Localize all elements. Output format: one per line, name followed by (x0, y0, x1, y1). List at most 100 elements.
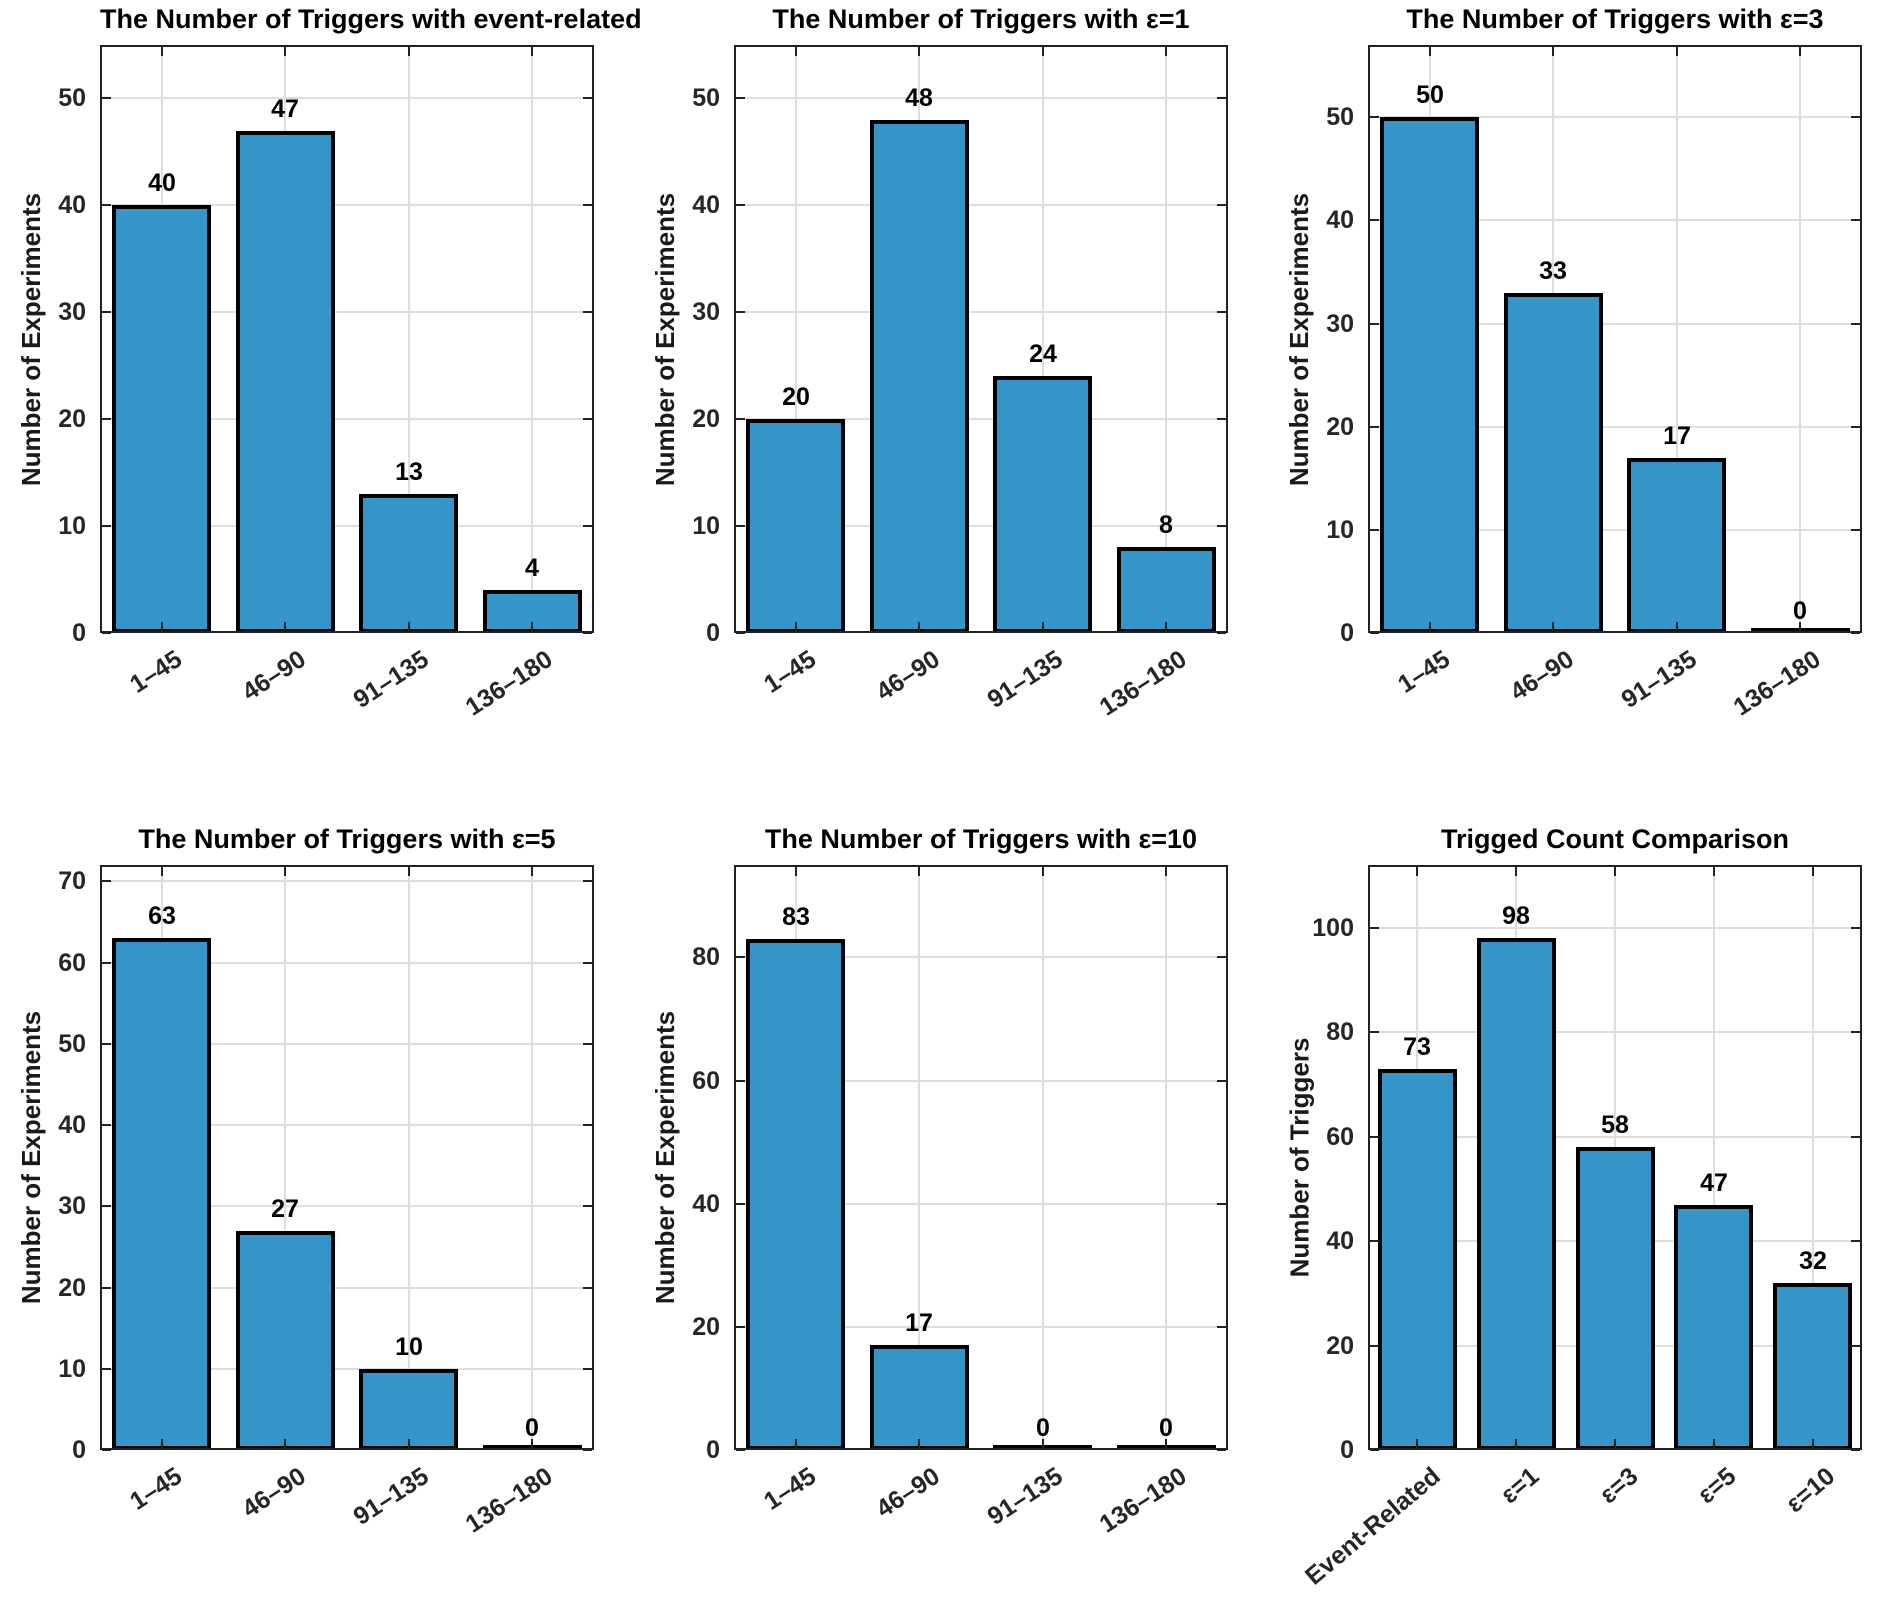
tick-mark-bottom (1552, 622, 1554, 631)
x-tick-label: 1–45 (759, 1462, 821, 1516)
x-tick-label: 91–135 (1616, 645, 1702, 714)
plot-area (1368, 45, 1862, 634)
bar-value-label: 40 (148, 169, 176, 197)
tick-mark-bottom (1165, 622, 1167, 631)
tick-mark-right (1217, 1080, 1226, 1082)
bar (870, 120, 969, 633)
y-axis-label: Number of Experiments (16, 192, 47, 486)
bar-value-label: 47 (1700, 1169, 1728, 1197)
bar-value-label: 8 (1159, 511, 1173, 539)
bar-value-label: 4 (525, 554, 539, 582)
tick-mark-left (102, 418, 111, 420)
bar-value-label: 10 (395, 1333, 423, 1361)
tick-mark-bottom (531, 1439, 533, 1448)
tick-mark-top (1713, 867, 1715, 876)
tick-mark-right (1217, 97, 1226, 99)
y-axis-label: Number of Experiments (650, 192, 681, 486)
gridline-horizontal (100, 1286, 594, 1289)
y-tick-label: 0 (1340, 1436, 1354, 1464)
gridline-horizontal (734, 1202, 1228, 1205)
gridline-horizontal (734, 418, 1228, 421)
tick-mark-right (583, 632, 592, 634)
gridline-vertical (1042, 865, 1044, 1450)
bar-value-label: 13 (395, 458, 423, 486)
tick-mark-top (1515, 867, 1517, 876)
x-tick-label: 46–90 (870, 1462, 945, 1524)
tick-mark-left (102, 1205, 111, 1207)
bar (993, 376, 1092, 633)
x-tick-label: 136–180 (460, 645, 558, 722)
tick-mark-bottom (408, 1439, 410, 1448)
tick-mark-left (102, 1368, 111, 1370)
x-tick-label: 1–45 (1393, 645, 1455, 699)
y-tick-label: 40 (58, 191, 86, 220)
x-tick-label: ε=3 (1594, 1462, 1643, 1510)
y-axis-label: Number of Experiments (650, 1010, 681, 1305)
tick-mark-right (583, 1205, 592, 1207)
gridline-horizontal (100, 1042, 594, 1045)
tick-mark-left (736, 1326, 745, 1328)
bar (359, 1369, 458, 1450)
bar-value-label: 98 (1502, 902, 1530, 930)
bar-value-label: 17 (905, 1309, 933, 1337)
tick-mark-right (1217, 1326, 1226, 1328)
gridline-vertical (408, 45, 410, 633)
tick-mark-left (1370, 1136, 1379, 1138)
tick-mark-right (1851, 1345, 1860, 1347)
tick-mark-right (1217, 1449, 1226, 1451)
chart-title: Trigged Count Comparison (1441, 824, 1789, 854)
tick-mark-left (736, 525, 745, 527)
x-tick-label: Event-Related (1299, 1462, 1446, 1591)
bar (236, 131, 335, 633)
y-tick-label: 20 (58, 1273, 86, 1302)
tick-mark-top (795, 867, 797, 876)
x-tick-label: 46–90 (236, 1462, 311, 1524)
bar (1117, 547, 1216, 633)
gridline-horizontal (734, 525, 1228, 528)
y-axis-label-wrap: Number of Triggers (1268, 865, 1332, 1450)
y-tick-label: 50 (58, 1029, 86, 1058)
subplot-3: The Number of Triggers with ε=3 Number of… (1268, 0, 1902, 798)
gridline-vertical (284, 865, 286, 1450)
chart-title: The Number of Triggers with ε=3 (1406, 4, 1824, 34)
y-tick-label: 20 (58, 405, 86, 434)
y-tick-label: 60 (58, 948, 86, 977)
x-tick-label: 91–135 (982, 645, 1068, 714)
y-tick-label: 10 (692, 512, 720, 541)
gridline-horizontal (1368, 116, 1862, 119)
tick-mark-left (1370, 1449, 1379, 1451)
tick-mark-bottom (795, 1439, 797, 1448)
tick-mark-right (1851, 219, 1860, 221)
tick-mark-left (1370, 632, 1379, 634)
tick-mark-left (736, 632, 745, 634)
y-tick-label: 30 (58, 1192, 86, 1221)
tick-mark-right (583, 880, 592, 882)
bar (1378, 1069, 1457, 1450)
chart-title: The Number of Triggers with ε=1 (772, 4, 1190, 34)
tick-mark-top (1416, 867, 1418, 876)
bar-value-label: 58 (1601, 1111, 1629, 1139)
y-tick-label: 30 (692, 298, 720, 327)
tick-mark-left (1370, 529, 1379, 531)
tick-mark-left (736, 204, 745, 206)
y-tick-label: 0 (72, 619, 86, 647)
tick-mark-top (408, 867, 410, 876)
gridline-vertical (1165, 45, 1167, 633)
x-tick-label: 91–135 (982, 1462, 1068, 1531)
y-tick-label: 40 (1326, 1227, 1354, 1256)
gridline-vertical (1799, 45, 1801, 633)
tick-mark-left (102, 1449, 111, 1451)
bar-value-label: 0 (1159, 1414, 1173, 1442)
bar (1674, 1205, 1753, 1450)
y-tick-label: 60 (1326, 1122, 1354, 1151)
tick-mark-right (1217, 311, 1226, 313)
subplot-2: The Number of Triggers with ε=1 Number of… (634, 0, 1268, 798)
bar-value-label: 73 (1403, 1033, 1431, 1061)
tick-mark-bottom (408, 622, 410, 631)
bar-value-label: 24 (1029, 340, 1057, 368)
y-tick-label: 10 (58, 1354, 86, 1383)
bar-value-label: 48 (905, 84, 933, 112)
plot-area (1368, 865, 1862, 1451)
tick-mark-top (1799, 47, 1801, 56)
